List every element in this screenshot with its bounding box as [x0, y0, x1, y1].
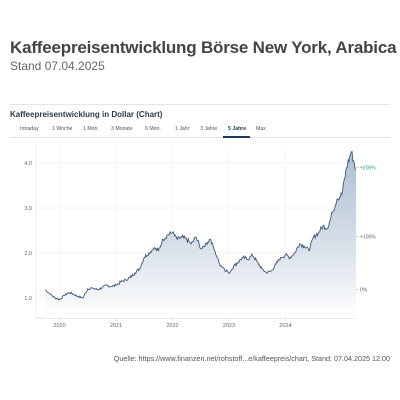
- right-axis-label: +205%: [360, 165, 376, 171]
- tab-1-mon[interactable]: 1 Mon.: [83, 126, 99, 132]
- active-tab-indicator: [223, 136, 250, 138]
- chart-card-title: Kaffeepreisentwicklung in Dollar (Chart): [10, 110, 163, 119]
- y-tick-label: 2,0: [24, 251, 32, 257]
- timeframe-tabs: Intraday 1 Woche 1 Mon. 3 Monate 6 Mon. …: [10, 123, 390, 138]
- y-tick-label: 4,0: [24, 161, 32, 167]
- tab-1-woche[interactable]: 1 Woche: [52, 126, 73, 132]
- x-tick-label: 2021: [110, 323, 122, 329]
- y-tick-label: 1,0: [24, 296, 32, 302]
- tab-1-jahr[interactable]: 1 Jahr: [175, 126, 190, 132]
- tab-3-monate[interactable]: 3 Monate: [111, 126, 133, 132]
- price-line: [45, 151, 357, 301]
- page-subtitle: Stand 07.04.2025: [10, 59, 105, 73]
- right-axis-label: +100%: [360, 235, 376, 241]
- x-tick-label: 2022: [166, 323, 178, 329]
- tab-intraday[interactable]: Intraday: [20, 126, 39, 132]
- source-note: Quelle: https://www.finanzen.net/rohstof…: [113, 354, 390, 363]
- page-title: Kaffeepreisentwicklung Börse New York, A…: [10, 38, 397, 57]
- card-divider: [10, 104, 390, 105]
- right-axis-label: 0%: [360, 288, 368, 294]
- tab-6-mon[interactable]: 6 Mon.: [145, 126, 161, 132]
- x-tick-label: 2024: [279, 323, 291, 329]
- tab-max[interactable]: Max: [256, 126, 266, 132]
- x-tick-label: 2023: [223, 323, 235, 329]
- price-area: [45, 151, 356, 318]
- x-tick-label: 2020: [53, 323, 65, 329]
- tab-5-jahre[interactable]: 5 Jahre: [228, 126, 247, 132]
- tab-3-jahre[interactable]: 3 Jahre: [200, 126, 218, 132]
- y-tick-label: 3,0: [24, 206, 32, 212]
- axis-layer: 1,0 2,0 3,0 4,0 2020 2021 2022 2023 2024 +205% +10…: [24, 161, 376, 329]
